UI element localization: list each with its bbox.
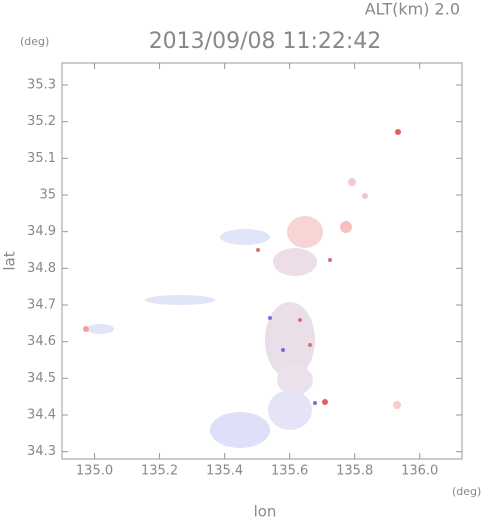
x-tick-label: 135.8: [336, 464, 373, 479]
y-tick-label: 34.9: [27, 224, 56, 239]
y-unit: (deg): [20, 35, 49, 48]
y-tick-label: 35.3: [27, 78, 56, 93]
y-tick-label: 34.7: [27, 298, 56, 313]
x-axis-label: lon: [254, 503, 277, 521]
x-tick-label: 135.2: [141, 464, 178, 479]
y-tick-label: 35.2: [27, 114, 56, 129]
y-tick-label: 34.6: [27, 334, 56, 349]
x-unit: (deg): [452, 485, 481, 498]
x-tick-label: 135.4: [206, 464, 243, 479]
y-tick-label: 35.1: [27, 151, 56, 166]
subtitle: ALT(km) 2.0: [365, 0, 460, 19]
y-axis-label: lat: [1, 251, 19, 270]
plot-frame: [61, 62, 463, 460]
y-tick-label: 34.5: [27, 371, 56, 386]
y-tick-label: 35: [39, 188, 56, 203]
x-tick-label: 136.0: [401, 464, 438, 479]
y-tick-label: 34.8: [27, 261, 56, 276]
y-tick-label: 34.3: [27, 444, 56, 459]
echoes: [83, 129, 401, 448]
chart-title: 2013/09/08 11:22:42: [149, 29, 382, 54]
x-tick-label: 135.6: [271, 464, 308, 479]
x-tick-label: 135.0: [76, 464, 113, 479]
y-tick-label: 34.4: [27, 408, 56, 423]
